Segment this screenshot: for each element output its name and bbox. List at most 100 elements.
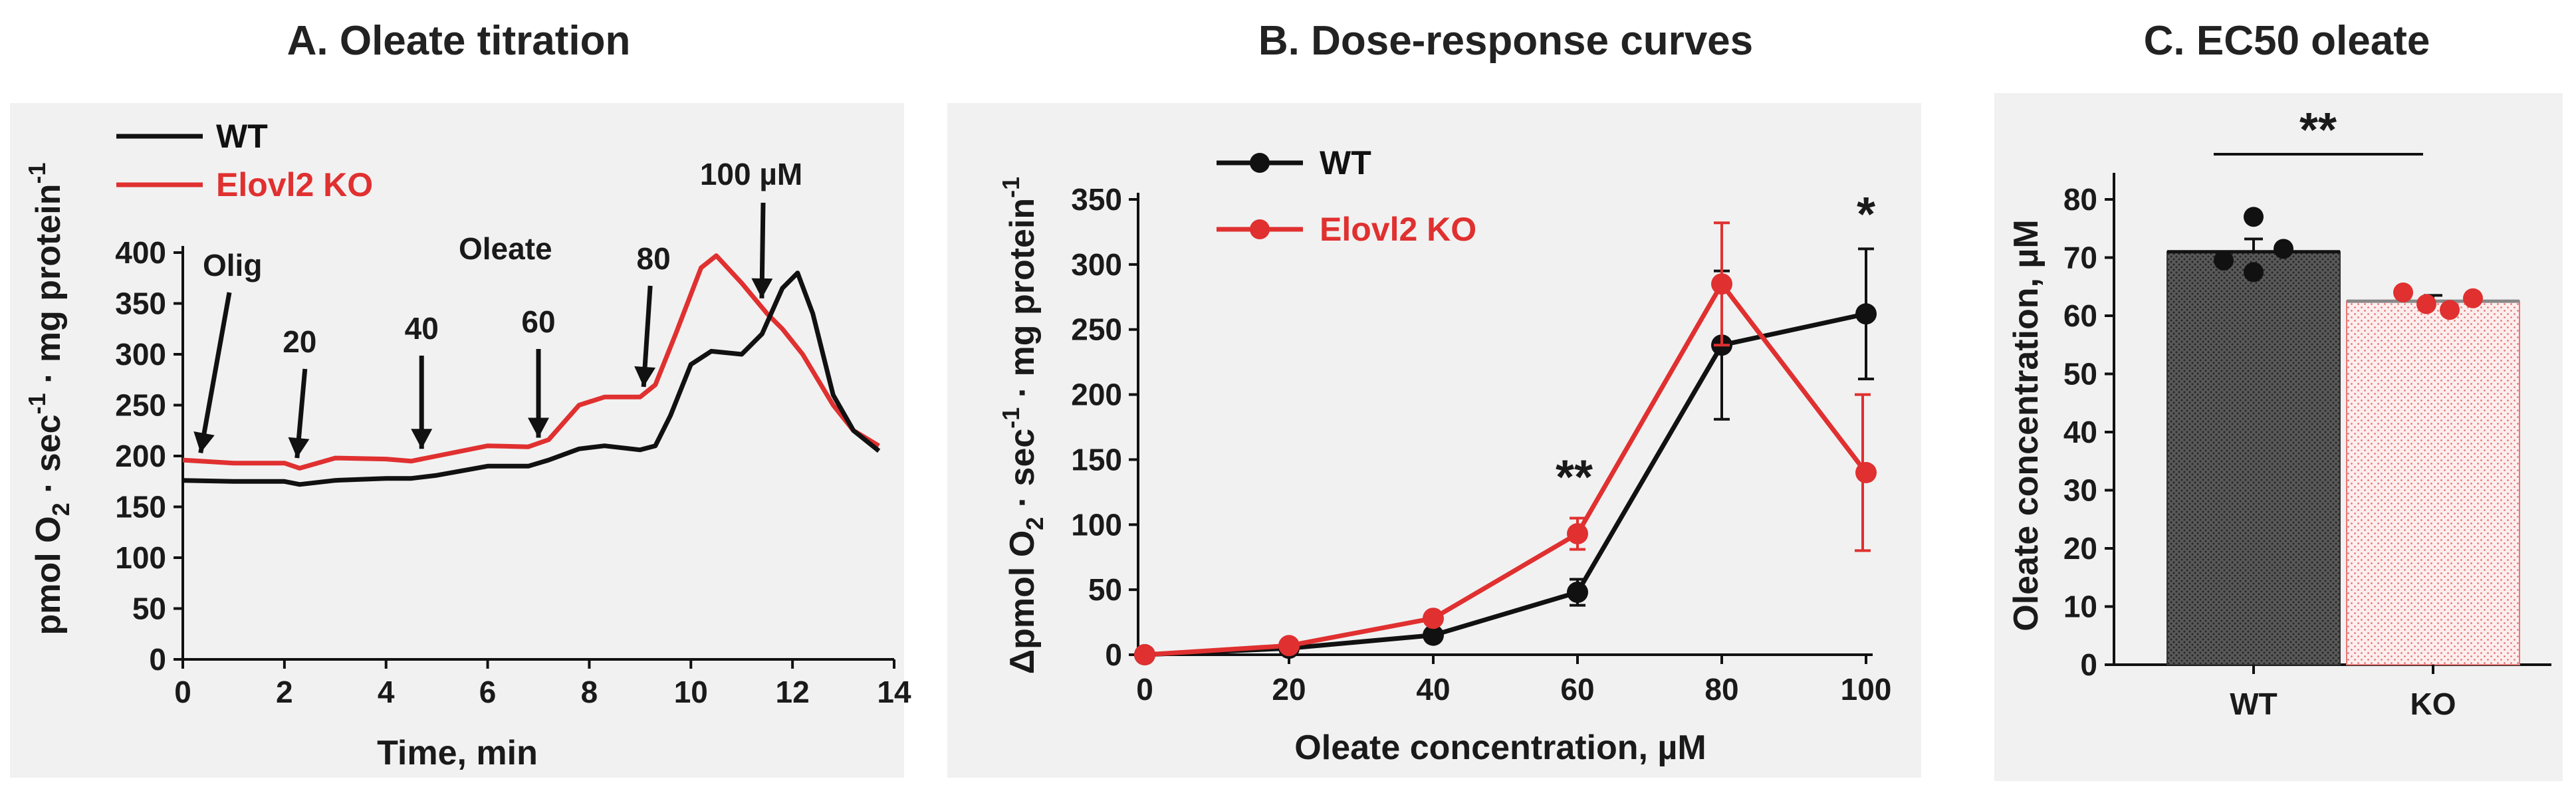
point-ko (1278, 635, 1300, 657)
legend-a-ko-label: Elovl2 KO (216, 166, 373, 203)
significance-100: * (1857, 188, 1875, 241)
x-tick-label: 80 (1704, 672, 1738, 707)
arrow-40-head (411, 429, 433, 449)
panel-b-title: B. Dose-response curves (1258, 18, 1753, 64)
legend-b-wt-marker (1250, 153, 1270, 173)
y-tick-label: 100 (1071, 507, 1122, 542)
y-tick-label: 200 (1071, 378, 1122, 412)
y-tick-label: 150 (1071, 442, 1122, 477)
annotation-80: 80 (637, 241, 671, 276)
legend-a-wt-label: WT (216, 118, 268, 155)
series-wt-line (182, 271, 881, 487)
panel-a-y-axis-label: pmol O2 · sec-1 · mg protein-1 (23, 162, 74, 635)
y-tick-label: 40 (2063, 415, 2097, 449)
x-tick-label: 2 (276, 675, 293, 709)
x-tick-label: 60 (1560, 672, 1594, 707)
x-tick-label-ko: KO (2410, 687, 2456, 721)
y-tick-label: 10 (2063, 590, 2097, 624)
panel-b-axes: 0 20 40 60 80 100 0 50 100 150 200 250 300 350 (1071, 182, 1891, 707)
point-wt (1423, 624, 1444, 646)
panel-b-x-axis-label: Oleate concentration, µM (1294, 729, 1706, 767)
panel-c: C. EC50 oleate 0 10 20 30 40 50 60 70 80 Oleate … (2007, 18, 2551, 721)
point-wt (1855, 303, 1877, 325)
annotation-olig: Olig (203, 248, 262, 282)
arrow-20-head (288, 437, 310, 459)
x-tick-label: 20 (1272, 672, 1306, 707)
bar-wt (2166, 251, 2341, 665)
bar-ko (2346, 300, 2520, 665)
annotation-oleate: Oleate (459, 231, 552, 266)
y-tick-label: 0 (1105, 637, 1122, 672)
panel-a-annotations: Olig 20 40 60 Oleate 80 100 µM (193, 157, 802, 459)
series-ko-line (182, 253, 880, 471)
x-tick-label: 0 (1136, 672, 1153, 707)
data-point-wt (2274, 239, 2293, 259)
legend-b-ko-marker (1250, 219, 1270, 239)
arrow-80-head (634, 366, 656, 387)
y-tick-label: 80 (2063, 182, 2097, 217)
point-ko (1567, 522, 1588, 544)
panel-c-y-axis-label: Oleate concentration, µM (2007, 219, 2046, 631)
significance-label: ** (2299, 104, 2337, 157)
panel-c-axes: 0 10 20 30 40 50 60 70 80 (2063, 173, 2551, 682)
data-point-wt (2214, 250, 2234, 271)
point-ko (1855, 462, 1877, 483)
point-ko (1134, 644, 1155, 665)
panel-b-y-axis-label: Δpmol O2 · sec-1 · mg protein-1 (997, 177, 1048, 674)
y-tick-label: 0 (149, 642, 166, 677)
y-tick-label: 250 (1071, 312, 1122, 347)
data-point-wt (2244, 207, 2264, 227)
series-ko-line (1144, 281, 1868, 657)
x-tick-label: 12 (776, 675, 810, 709)
x-tick-label: 4 (378, 675, 395, 709)
x-tick-label: 14 (877, 675, 911, 709)
legend-b-wt-label: WT (1320, 144, 1371, 181)
significance-60: ** (1556, 451, 1593, 504)
arrow-100um-head (751, 278, 773, 298)
y-tick-label: 200 (115, 439, 166, 473)
data-point-ko (2440, 300, 2460, 320)
annotation-60: 60 (521, 304, 555, 339)
annotation-20: 20 (283, 324, 316, 359)
y-tick-label: 50 (132, 592, 166, 626)
arrow-60-head (528, 417, 549, 438)
y-tick-label: 400 (115, 235, 166, 270)
panel-b-background (947, 103, 1921, 778)
arrow-olig (198, 292, 232, 454)
panel-a-plot-area (182, 253, 881, 487)
data-point-ko (2463, 288, 2483, 308)
panel-a-title: A. Oleate titration (287, 18, 631, 64)
x-tick-label: 0 (174, 675, 191, 709)
panel-a-x-axis-label: Time, min (377, 734, 538, 772)
point-ko (1423, 608, 1444, 629)
x-tick-label-wt: WT (2230, 687, 2278, 721)
x-tick-label: 40 (1416, 672, 1450, 707)
y-tick-label: 100 (115, 540, 166, 575)
x-tick-label: 10 (674, 675, 708, 709)
y-tick-label: 20 (2063, 531, 2097, 566)
data-point-ko (2393, 282, 2413, 302)
point-ko (1711, 273, 1732, 295)
x-tick-label: 8 (581, 675, 598, 709)
point-wt (1567, 582, 1588, 604)
y-tick-label: 60 (2063, 298, 2097, 333)
panel-a-axes: 0 2 4 6 8 10 12 14 0 50 100 150 200 250 300 350 400 (115, 235, 911, 709)
y-tick-label: 50 (1088, 572, 1122, 607)
y-tick-label: 70 (2063, 241, 2097, 275)
y-tick-label: 150 (115, 490, 166, 524)
y-tick-label: 300 (1071, 247, 1122, 282)
x-tick-label: 6 (479, 675, 497, 709)
data-point-ko (2416, 294, 2436, 314)
y-tick-label: 0 (2080, 647, 2097, 682)
arrow-olig-head (193, 431, 215, 453)
panel-a: A. Oleate titration 0 2 4 6 8 10 12 14 0 50 100 150… (23, 18, 911, 772)
y-tick-label: 350 (115, 286, 166, 321)
y-tick-label: 250 (115, 388, 166, 423)
y-tick-label: 50 (2063, 357, 2097, 392)
panel-a-background (10, 103, 904, 778)
panel-b-plot-area: *** (1134, 188, 1877, 665)
panel-c-title: C. EC50 oleate (2144, 18, 2430, 64)
data-point-wt (2244, 262, 2264, 282)
panel-b: B. Dose-response curves 0 20 40 60 80 100 0 50 1… (997, 18, 1891, 767)
